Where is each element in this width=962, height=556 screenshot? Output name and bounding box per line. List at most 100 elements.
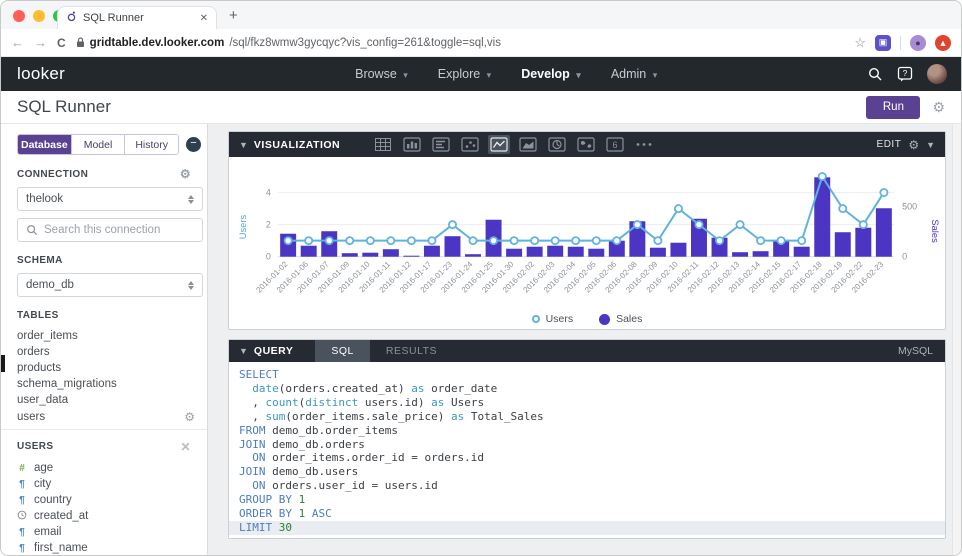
viz-type-more-icon[interactable] [633,135,655,154]
viz-type-icons: 6 [372,135,655,154]
nav-item-browse[interactable]: Browse ▾ [355,67,408,81]
sidebar-scroll-indicator[interactable] [1,355,5,372]
chart-area[interactable]: 2016-01-02 2016-01-06 2016-01-07 2016-01-09… [229,157,945,329]
viz-type-bar-icon[interactable] [430,135,452,154]
refresh-icon[interactable]: C [57,35,66,50]
sql-code-line[interactable]: , count(distinct users.id) as Users [239,395,485,409]
table-item-schema_migrations[interactable]: schema_migrations [17,378,117,391]
viz-type-area-icon[interactable] [517,135,539,154]
help-icon[interactable]: ? [897,66,913,82]
minimize-window-button[interactable] [33,10,45,22]
svg-text:?: ? [903,68,908,78]
schema-value: demo_db [26,279,74,291]
sql-code-line[interactable]: JOIN demo_db.orders [239,437,365,451]
viz-type-pie-icon[interactable] [546,135,568,154]
field-item-created_at[interactable]: created_at [1,508,207,525]
lock-icon [76,37,84,47]
table-item-user_data[interactable]: user_data [17,394,69,407]
field-item-email[interactable]: ¶ email [1,525,207,541]
sql-code-line[interactable]: JOIN demo_db.users [239,465,359,479]
svg-text:0: 0 [266,252,271,262]
sql-code-line[interactable]: ON orders.user_id = users.id [252,479,438,493]
back-icon[interactable]: ← [11,35,24,50]
connection-search-input[interactable]: Search this connection [17,218,203,242]
sql-code-line[interactable]: FROM demo_db.order_items [239,423,398,437]
user-avatar[interactable] [927,64,947,84]
viz-type-line-icon[interactable] [488,135,511,154]
forward-icon[interactable]: → [34,35,47,50]
query-tab-sql[interactable]: SQL [315,340,370,362]
sql-code-line[interactable]: ORDER BY 1 ASC [239,507,332,521]
browser-tab[interactable]: SQL Runner ✕ [57,6,217,29]
sql-code-line[interactable]: ON order_items.order_id = orders.id [252,451,485,465]
table-item-products[interactable]: products [17,361,62,374]
bookmark-star-icon[interactable]: ☆ [854,34,866,50]
field-item-country[interactable]: ¶ country [1,492,207,508]
field-item-first_name[interactable]: ¶ first_name [1,541,207,555]
browser-extension-red-icon[interactable]: ▲ [935,34,951,51]
query-tab-results[interactable]: RESULTS [385,345,438,357]
viz-type-table-icon[interactable] [372,135,394,154]
schema-select[interactable]: demo_db [17,273,203,297]
page-title: SQL Runner [17,97,111,116]
url-field[interactable]: gridtable.dev.looker.com/sql/fkz8wmw3gyc… [76,37,845,49]
svg-text:Sales: Sales [930,219,941,243]
extension-icon[interactable]: ▣ [875,34,891,51]
looker-logo[interactable]: looker [17,64,66,83]
viz-type-map-icon[interactable] [575,135,597,154]
nav-item-develop[interactable]: Develop ▾ [521,67,581,81]
connection-gear-icon[interactable]: ⚙ [179,167,191,181]
chevron-down-icon: ▾ [403,70,408,80]
sql-code-line[interactable]: date(orders.created_at) as order_date [252,381,498,395]
connection-select[interactable]: thelook [17,187,203,211]
connection-section-label: CONNECTION ⚙ [17,167,191,181]
dual-axis-chart[interactable]: 2016-01-022016-01-062016-01-072016-01-09… [232,160,942,308]
viz-type-column-icon[interactable] [401,135,423,154]
viz-type-single-value-icon[interactable]: 6 [604,135,626,154]
query-header: ▼ QUERY SQL RESULTS MySQL [229,340,945,362]
date-type-icon [17,510,27,524]
field-item-age[interactable]: # age [1,461,207,477]
viz-type-scatter-icon[interactable] [459,135,481,154]
table-item-users[interactable]: users ⚙ [1,409,207,430]
sidebar-collapse-button[interactable]: − [186,137,201,152]
nav-item-admin[interactable]: Admin ▾ [610,67,658,81]
sidebar-tab-history[interactable]: History [125,135,178,154]
sql-code-line[interactable]: , sum(order_items.sale_price) as Total_S… [239,409,544,423]
viz-settings-caret-icon[interactable]: ▼ [926,139,935,150]
close-fields-icon[interactable]: ✕ [180,439,191,454]
search-icon[interactable] [867,66,883,82]
sidebar: Database Model History − CONNECTION ⚙ thel… [1,124,208,555]
edit-button[interactable]: EDIT [876,139,902,150]
legend-sales[interactable]: Sales [599,313,642,325]
page-scrollbar[interactable] [952,124,961,555]
collapse-caret-icon[interactable]: ▼ [239,346,248,356]
table-gear-icon[interactable]: ⚙ [184,410,195,425]
tab-close-icon[interactable]: ✕ [199,12,208,24]
sidebar-tab-model[interactable]: Model [71,135,126,154]
chevron-down-icon: ▾ [486,70,492,80]
field-item-city[interactable]: ¶ city [1,476,207,492]
browser-profile-icon[interactable]: ● [910,34,926,51]
viz-settings-gear-icon[interactable]: ⚙ [908,137,920,152]
nav-item-explore[interactable]: Explore ▾ [437,67,492,81]
close-window-button[interactable] [13,10,25,22]
collapse-caret-icon[interactable]: ▼ [239,139,248,150]
table-item-orders[interactable]: orders [17,345,50,358]
table-item-order_items[interactable]: order_items [17,329,78,342]
schema-section-label: SCHEMA [17,255,63,266]
sidebar-tab-group: Database Model History [17,134,179,155]
visualization-header: ▼ VISUALIZATION 6 EDIT ⚙ ▼ [229,132,945,157]
sql-editor[interactable]: SELECT date(orders.created_at) as order_… [229,362,945,538]
page-settings-gear-icon[interactable]: ⚙ [932,99,945,115]
sql-code-line[interactable]: LIMIT 30 [229,520,945,535]
sql-code-line[interactable]: SELECT [239,368,279,381]
string-type-icon: ¶ [19,478,25,490]
new-tab-button[interactable]: + [229,7,238,24]
run-button[interactable]: Run [866,95,921,119]
query-panel: ▼ QUERY SQL RESULTS MySQL SELECT date(ord… [228,339,946,539]
sql-code-line[interactable]: GROUP BY 1 [239,493,306,507]
legend-users[interactable]: Users [531,313,573,325]
sidebar-tab-database[interactable]: Database [18,135,72,154]
